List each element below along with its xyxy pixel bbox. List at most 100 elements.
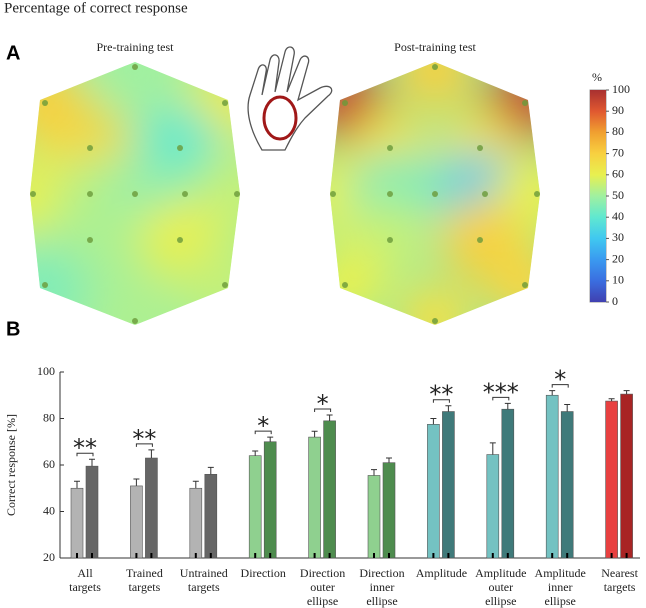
panel-label: A <box>6 42 20 64</box>
colorbar-tick-label: 50 <box>612 188 624 202</box>
error-bar <box>311 430 318 438</box>
error-bar <box>430 418 437 425</box>
error-bar <box>504 402 511 410</box>
target-dot <box>432 64 438 70</box>
bar <box>248 455 262 559</box>
x-tick-label: All <box>77 566 93 580</box>
target-dot <box>387 191 393 197</box>
x-tick-label: inner <box>548 580 573 594</box>
error-bar <box>133 478 140 486</box>
error-bar <box>489 442 496 455</box>
x-tick-label: Amplitude <box>416 566 467 580</box>
target-dot <box>222 282 228 288</box>
bar <box>308 436 321 559</box>
bar <box>145 457 158 559</box>
x-tick-label: ellipse <box>545 594 576 608</box>
y-tick-label: 80 <box>43 410 55 424</box>
y-axis-label: Correct response [%] <box>4 414 18 516</box>
x-tick-label: Amplitude <box>475 566 526 580</box>
y-tick-label: 100 <box>37 364 55 378</box>
colorbar-tick-label: 10 <box>612 273 624 287</box>
colorbar-tick-label: 100 <box>612 82 630 96</box>
x-tick-label: outer <box>310 580 335 594</box>
error-bar <box>386 457 392 463</box>
bar <box>427 424 440 559</box>
colorbar <box>590 90 606 302</box>
bar <box>189 487 203 559</box>
bar <box>85 465 99 559</box>
x-tick-label: targets <box>69 580 101 594</box>
colorbar-tick-label: 30 <box>612 230 624 244</box>
significance-stars: ** <box>429 381 453 409</box>
error-bar <box>192 480 199 489</box>
y-tick-label: 60 <box>43 457 55 471</box>
target-dot <box>387 145 393 151</box>
panel-label: B <box>6 318 20 340</box>
target-dot <box>477 237 483 243</box>
significance-bracket <box>135 443 153 447</box>
target-dot <box>330 191 336 197</box>
target-dot <box>432 191 438 197</box>
error-bar <box>445 405 452 412</box>
error-bar <box>608 398 615 402</box>
significance-stars: ** <box>132 425 156 453</box>
significance-stars: * <box>317 390 329 418</box>
significance-stars: ** <box>73 434 97 462</box>
x-tick-label: ellipse <box>366 594 397 608</box>
error-bar <box>564 404 571 412</box>
target-dot <box>387 237 393 243</box>
error-bar <box>326 414 333 421</box>
x-tick-label: ellipse <box>307 594 338 608</box>
colorbar-label: % <box>592 70 602 84</box>
target-dot <box>132 64 138 70</box>
error-bar <box>74 480 80 489</box>
error-bar <box>549 390 556 396</box>
target-dot <box>477 145 483 151</box>
target-dot <box>87 191 93 197</box>
significance-stars: *** <box>483 378 519 406</box>
x-tick-label: Nearest <box>601 566 638 580</box>
x-tick-label: outer <box>488 580 513 594</box>
target-dot <box>342 282 348 288</box>
target-dot <box>42 100 48 106</box>
bar <box>486 454 500 559</box>
bar <box>605 400 618 559</box>
error-bar <box>267 436 274 442</box>
colorbar-tick-label: 20 <box>612 251 624 265</box>
bar <box>442 411 455 559</box>
hand-icon <box>247 46 333 151</box>
colorbar-tick-label: 60 <box>612 167 624 181</box>
x-tick-label: targets <box>188 580 220 594</box>
significance-stars: * <box>554 366 566 394</box>
x-tick-label: targets <box>129 580 161 594</box>
x-tick-label: Direction <box>359 566 404 580</box>
bar <box>323 420 336 559</box>
error-bar <box>623 390 630 395</box>
bar <box>367 475 381 559</box>
target-dot <box>42 282 48 288</box>
target-dot <box>177 237 183 243</box>
bar <box>382 462 396 559</box>
significance-bracket <box>551 384 569 388</box>
colorbar-tick-label: 0 <box>612 294 618 308</box>
x-tick-label: inner <box>370 580 395 594</box>
bar <box>263 441 277 559</box>
target-dot <box>234 191 240 197</box>
x-tick-label: Direction <box>300 566 345 580</box>
x-tick-label: Amplitude <box>535 566 586 580</box>
colorbar-tick-label: 80 <box>612 124 624 138</box>
x-tick-label: ellipse <box>485 594 516 608</box>
target-dot <box>132 191 138 197</box>
target-dot <box>482 191 488 197</box>
target-dot <box>182 191 188 197</box>
bar <box>130 485 143 559</box>
target-dot <box>342 100 348 106</box>
heatmap-title: Post-training test <box>394 40 476 54</box>
target-dot <box>522 282 528 288</box>
target-dot <box>534 191 540 197</box>
target-dot <box>87 145 93 151</box>
x-tick-label: Direction <box>241 566 286 580</box>
target-dot <box>522 100 528 106</box>
bar <box>620 393 633 559</box>
significance-bracket <box>314 408 332 413</box>
